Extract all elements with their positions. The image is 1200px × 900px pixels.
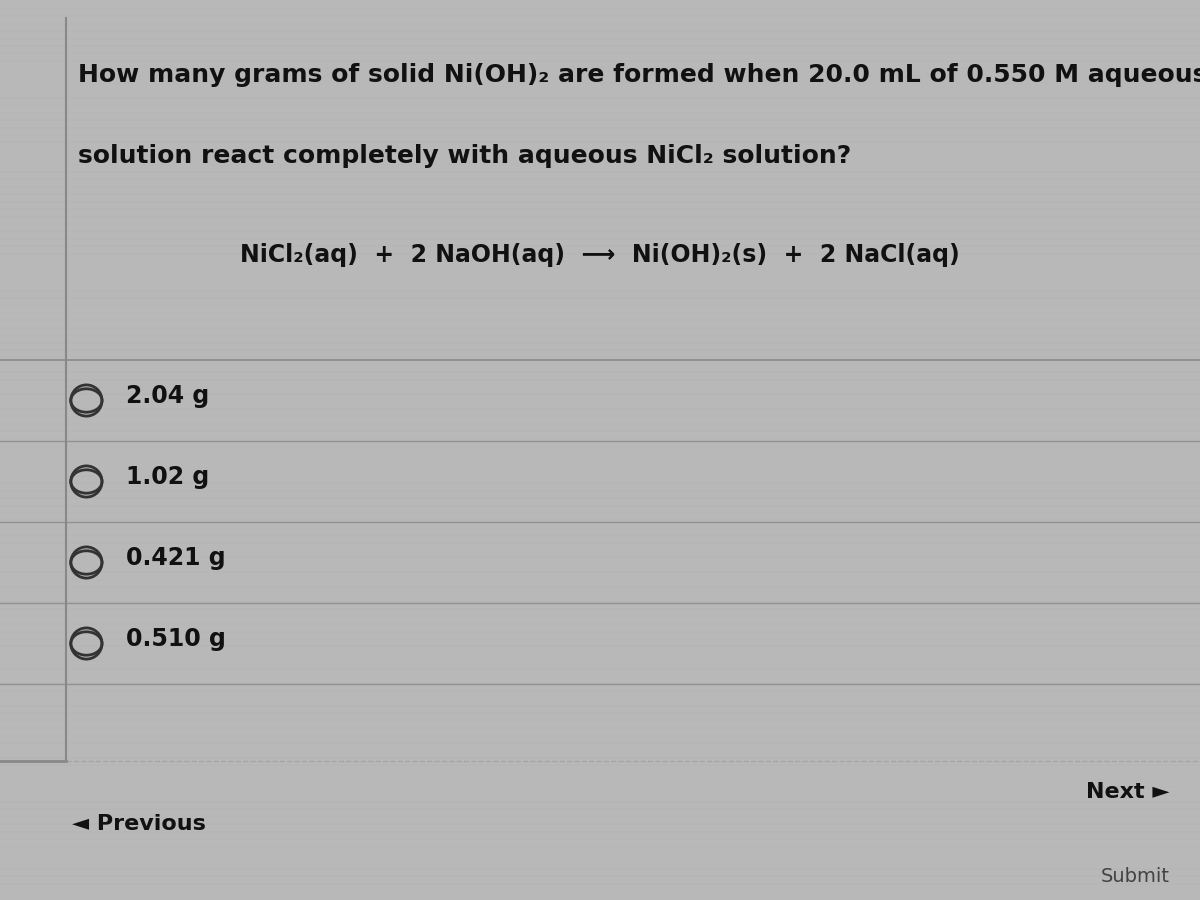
Text: Next ►: Next ► — [1086, 782, 1170, 802]
Text: ◄ Previous: ◄ Previous — [72, 814, 206, 833]
Text: NiCl₂(aq)  +  2 NaOH(aq)  ⟶  Ni(OH)₂(s)  +  2 NaCl(aq): NiCl₂(aq) + 2 NaOH(aq) ⟶ Ni(OH)₂(s) + 2 … — [240, 243, 960, 267]
Text: 0.421 g: 0.421 g — [126, 546, 226, 570]
Text: 1.02 g: 1.02 g — [126, 465, 209, 489]
Text: How many grams of solid Ni(OH)₂ are formed when 20.0 mL of 0.550 M aqueous NaOH: How many grams of solid Ni(OH)₂ are form… — [78, 63, 1200, 87]
Text: Submit: Submit — [1102, 868, 1170, 886]
Text: 0.510 g: 0.510 g — [126, 627, 226, 651]
Text: 2.04 g: 2.04 g — [126, 384, 209, 408]
Text: solution react completely with aqueous NiCl₂ solution?: solution react completely with aqueous N… — [78, 144, 851, 168]
